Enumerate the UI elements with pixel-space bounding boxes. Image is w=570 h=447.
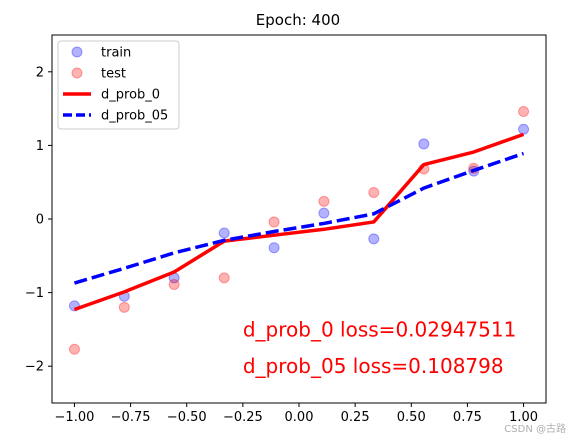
x-tick-label: −1.00 xyxy=(55,410,95,425)
test-point xyxy=(318,195,330,207)
y-tick-label: −1 xyxy=(25,286,44,301)
x-tick-label: 0.25 xyxy=(341,410,370,425)
loss-annotation: d_prob_0 loss=0.02947511 xyxy=(243,317,516,341)
legend-label-train: train xyxy=(101,46,131,61)
train-point xyxy=(218,227,230,239)
test-point xyxy=(118,301,130,313)
test-point xyxy=(368,187,380,199)
x-tick-label: 0.75 xyxy=(453,410,482,425)
y-tick-label: −2 xyxy=(25,360,44,375)
test-point xyxy=(68,343,80,355)
test-point xyxy=(168,279,180,291)
legend-marker-test xyxy=(71,67,83,79)
legend: train test d_prob_0 d_prob_05 xyxy=(57,40,180,130)
x-tick-label: 1.00 xyxy=(509,410,538,425)
d_prob_0-line xyxy=(73,132,525,312)
watermark-text: CSDN @古路 xyxy=(504,422,566,435)
x-tick-label: −0.25 xyxy=(223,410,263,425)
legend-label-d_prob_0: d_prob_0 xyxy=(101,88,160,103)
x-tick-label: 0.50 xyxy=(397,410,426,425)
y-tick-label: 2 xyxy=(36,65,44,80)
annotations: d_prob_0 loss=0.02947511 d_prob_05 loss=0… xyxy=(243,317,516,378)
x-tick-label: −0.50 xyxy=(167,410,207,425)
train-point xyxy=(268,242,280,254)
legend-label-d_prob_05: d_prob_05 xyxy=(101,109,168,124)
test-point xyxy=(218,272,230,284)
test-point xyxy=(518,106,530,118)
plot-area xyxy=(68,106,530,355)
test-point xyxy=(268,216,280,228)
train-point xyxy=(368,233,380,245)
y-tick-label: 0 xyxy=(36,213,44,228)
legend-label-test: test xyxy=(101,67,126,82)
train-point xyxy=(318,207,330,219)
chart-title: Epoch: 400 xyxy=(256,11,340,29)
train-point xyxy=(418,138,430,150)
axes: −1.00 −0.75 −0.50 −0.25 0.00 0.25 0.50 0.75 1.00… xyxy=(25,34,547,425)
legend-box xyxy=(57,40,180,130)
x-tick-label: 0.00 xyxy=(285,410,314,425)
y-tick-label: 1 xyxy=(36,139,44,154)
d_prob_05-line xyxy=(73,151,525,285)
x-tick-label: −0.75 xyxy=(111,410,151,425)
legend-marker-train xyxy=(71,46,83,58)
train-point xyxy=(518,123,530,135)
loss-annotation: d_prob_05 loss=0.108798 xyxy=(243,354,504,378)
